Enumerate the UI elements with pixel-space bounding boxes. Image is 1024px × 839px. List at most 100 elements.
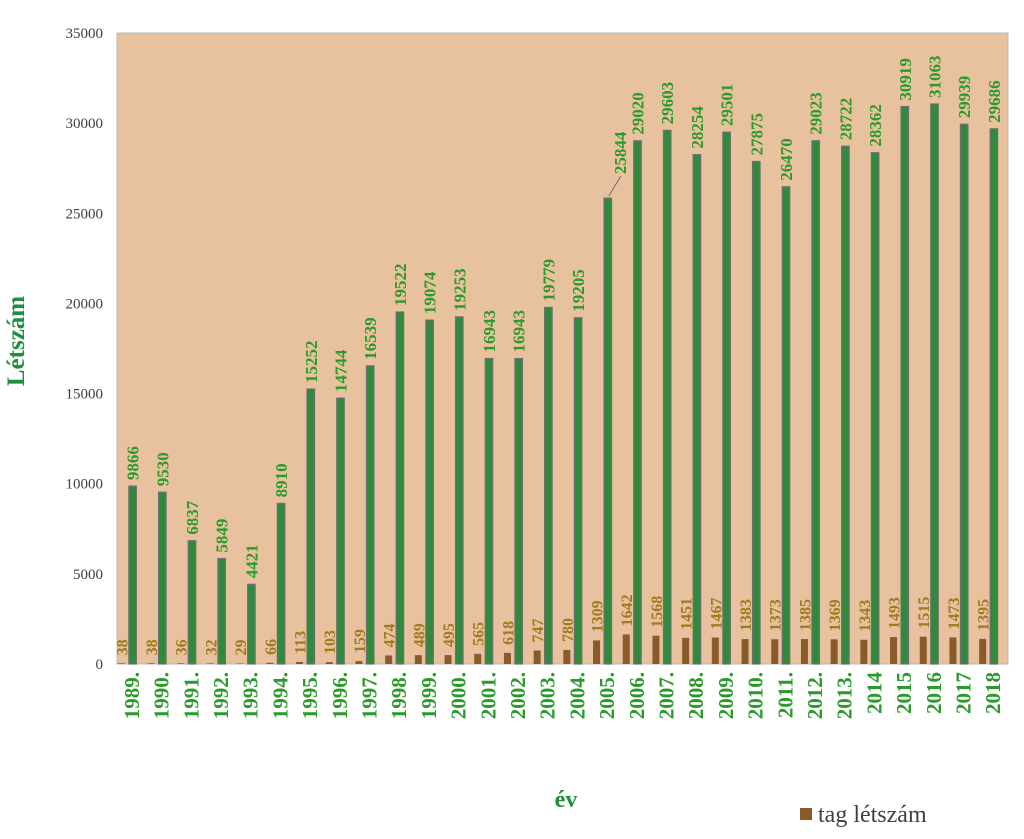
main-data-label: 16943	[510, 310, 529, 353]
tag-bar	[593, 640, 601, 664]
main-data-label: 15252	[302, 341, 321, 384]
main-bar	[128, 485, 137, 665]
x-tick-label: 2006.	[625, 672, 649, 719]
main-data-label: 19253	[450, 268, 469, 311]
main-bar	[247, 583, 256, 665]
main-bar	[781, 186, 791, 665]
x-tick-label: 2004.	[565, 672, 589, 719]
main-data-label: 16539	[361, 317, 380, 360]
x-tick-label: 2008.	[684, 672, 708, 719]
x-tick-label: 1997.	[357, 672, 381, 719]
legend: tag létszám	[800, 802, 927, 828]
main-bar	[959, 123, 969, 665]
tag-data-label: 1642	[619, 594, 636, 626]
tag-bar	[860, 639, 868, 664]
main-bar	[692, 154, 702, 665]
tag-bar	[652, 635, 660, 664]
main-data-label: 25844	[611, 131, 630, 174]
tag-bar	[147, 663, 155, 664]
tag-data-label: 1515	[916, 597, 933, 629]
x-tick-label: 1989.	[120, 672, 144, 719]
tag-data-label: 780	[560, 618, 577, 642]
y-tick-label: 10000	[66, 477, 104, 493]
x-tick-label: 1990.	[150, 672, 174, 719]
main-bar	[306, 388, 316, 665]
tag-bar	[979, 638, 987, 664]
main-data-label: 29686	[985, 80, 1004, 123]
x-tick-label: 2001.	[476, 672, 500, 719]
y-tick-label: 25000	[66, 206, 104, 222]
tag-data-label: 1493	[887, 597, 904, 629]
main-bar	[187, 540, 197, 665]
main-data-label: 29501	[718, 84, 737, 127]
main-bar	[603, 197, 613, 665]
main-data-label: 19522	[391, 264, 410, 307]
data-label-leader-line	[608, 175, 622, 197]
tag-data-label: 1383	[738, 599, 755, 631]
tag-data-label: 32	[203, 639, 220, 655]
main-bar	[930, 103, 939, 665]
tag-bar	[355, 661, 363, 664]
tag-data-label: 1395	[976, 599, 993, 631]
main-bar	[484, 357, 494, 665]
y-tick-label: 15000	[66, 387, 104, 403]
tag-data-label: 36	[174, 639, 191, 655]
main-data-label: 28254	[688, 106, 707, 149]
main-bar	[841, 145, 850, 665]
tag-data-label: 1369	[827, 599, 844, 631]
tag-data-label: 1385	[797, 599, 814, 631]
x-tick-label: 1994.	[268, 672, 292, 719]
y-axis: 0 5000 10000 15000 20000 25000 30000 35000	[66, 26, 104, 673]
legend-label-tag-letszam: tag létszám	[818, 802, 927, 828]
tag-data-label: 1343	[857, 600, 874, 632]
main-data-label: 5849	[213, 519, 232, 553]
main-bar	[336, 397, 345, 665]
tag-bar	[533, 650, 541, 664]
main-bar	[365, 365, 375, 665]
main-bar	[751, 160, 761, 665]
x-tick-label: 2007.	[654, 672, 678, 719]
x-tick-label: 2014	[862, 672, 886, 715]
main-bar	[514, 357, 524, 665]
tag-bar	[296, 661, 304, 664]
main-bar	[989, 128, 999, 665]
tag-data-label: 565	[471, 622, 488, 646]
x-tick-label: 1992.	[209, 672, 233, 719]
x-tick-label: 2017	[951, 672, 975, 714]
main-bar	[217, 557, 227, 665]
main-bar	[276, 502, 286, 665]
tag-bar	[949, 637, 957, 664]
tag-data-label: 1309	[590, 600, 607, 632]
bars-layer	[117, 103, 999, 665]
main-data-label: 9866	[124, 446, 143, 480]
main-bar	[633, 140, 642, 665]
tag-data-label: 66	[263, 639, 280, 655]
main-bar	[544, 306, 553, 665]
x-tick-label: 2012.	[803, 672, 827, 719]
tag-bar	[563, 649, 571, 664]
x-tick-label: 2010.	[744, 672, 768, 719]
main-data-label: 27875	[747, 113, 766, 156]
tag-data-label: 489	[411, 623, 428, 647]
tag-data-label: 1373	[768, 599, 785, 631]
main-bar	[454, 316, 464, 665]
tag-bar	[325, 662, 333, 664]
x-axis: 1989. 1990. 1991. 1992. 1993. 1994. 1995. 1996.…	[120, 672, 1005, 720]
tag-bar	[919, 636, 927, 664]
tag-bar	[385, 655, 393, 664]
main-data-label: 28722	[836, 98, 855, 141]
main-bar	[662, 129, 672, 665]
main-data-label: 9530	[153, 452, 172, 486]
tag-data-label: 29	[233, 639, 250, 655]
x-tick-label: 2016	[922, 672, 946, 714]
main-bar	[722, 131, 731, 665]
tag-bar	[741, 639, 749, 664]
tag-bar	[474, 653, 482, 664]
tag-data-label: 1473	[946, 597, 963, 629]
tag-data-label: 38	[114, 639, 131, 655]
main-data-label: 19205	[569, 269, 588, 312]
main-bar	[157, 491, 167, 665]
tag-bar	[771, 639, 779, 664]
tag-bar	[503, 652, 511, 664]
